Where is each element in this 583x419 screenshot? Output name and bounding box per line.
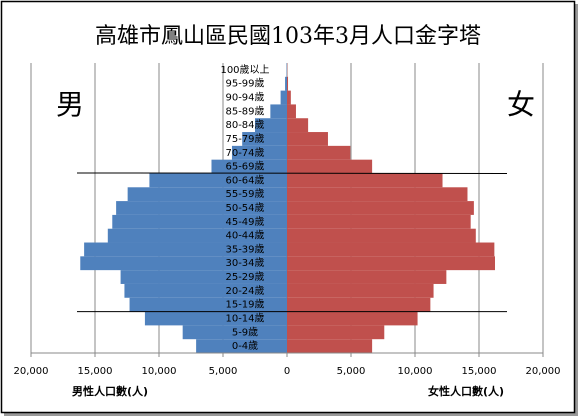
bar bbox=[112, 214, 287, 229]
category-label: 35-39歲 bbox=[225, 242, 264, 255]
x-tick-label: 10,000 bbox=[398, 366, 433, 377]
bar bbox=[280, 90, 287, 105]
bar bbox=[287, 90, 291, 105]
bar bbox=[287, 270, 447, 284]
bar bbox=[182, 325, 287, 340]
bar bbox=[270, 104, 287, 119]
category-label: 60-64歲 bbox=[225, 173, 264, 186]
x-tick-label: 15,000 bbox=[78, 366, 113, 377]
category-label: 30-34歲 bbox=[225, 256, 264, 269]
bar bbox=[287, 242, 495, 257]
bar bbox=[196, 339, 287, 353]
category-label: 55-59歲 bbox=[225, 187, 264, 200]
bar bbox=[287, 339, 373, 353]
bar bbox=[127, 187, 287, 202]
chart-title: 高雄市鳳山區民國103年3月人口金字塔 bbox=[95, 24, 481, 49]
divider-line bbox=[76, 172, 508, 174]
category-label: 70-74歲 bbox=[225, 146, 264, 159]
bar bbox=[287, 214, 471, 229]
category-label: 50-54歲 bbox=[225, 201, 264, 214]
bar bbox=[287, 228, 476, 243]
bar bbox=[287, 173, 443, 188]
bar bbox=[287, 76, 289, 91]
x-tick-label: 5,000 bbox=[337, 366, 366, 377]
category-label: 20-24歲 bbox=[225, 284, 264, 297]
bar bbox=[120, 270, 287, 284]
category-label: 65-69歲 bbox=[225, 160, 264, 173]
bar bbox=[231, 145, 287, 160]
bar bbox=[287, 201, 474, 215]
bar bbox=[129, 297, 287, 312]
bar bbox=[211, 159, 287, 174]
bar bbox=[149, 173, 287, 188]
bar bbox=[242, 132, 287, 146]
bar bbox=[107, 228, 287, 243]
bar bbox=[287, 297, 431, 312]
left-label: 男 bbox=[56, 88, 84, 121]
bar bbox=[287, 311, 418, 326]
bar bbox=[285, 76, 287, 91]
bar bbox=[287, 256, 495, 271]
bar bbox=[287, 145, 351, 160]
category-label: 80-84歲 bbox=[225, 118, 264, 131]
category-label: 95-99歲 bbox=[225, 77, 264, 90]
category-label: 10-14歲 bbox=[225, 311, 264, 324]
category-label: 5-9歲 bbox=[232, 325, 258, 338]
category-label: 0-4歲 bbox=[232, 339, 258, 352]
x-tick-label: 20,000 bbox=[526, 366, 561, 377]
bar bbox=[287, 187, 468, 202]
category-label: 25-29歲 bbox=[225, 270, 264, 283]
bar bbox=[144, 311, 287, 326]
x-axis-label-left: 男性人口數(人) bbox=[72, 384, 148, 398]
bar bbox=[287, 132, 328, 146]
bar bbox=[287, 325, 385, 340]
bar bbox=[287, 283, 434, 298]
x-tick-label: 15,000 bbox=[462, 366, 497, 377]
category-label: 90-94歲 bbox=[225, 91, 264, 104]
bar bbox=[116, 201, 288, 215]
x-tick-label: 5,000 bbox=[209, 366, 238, 377]
bar bbox=[124, 283, 287, 298]
bar bbox=[84, 242, 288, 257]
bar bbox=[255, 118, 287, 133]
category-label: 15-19歲 bbox=[225, 298, 264, 311]
bar bbox=[287, 104, 296, 119]
category-label: 45-49歲 bbox=[225, 215, 264, 228]
x-tick-label: 10,000 bbox=[142, 366, 177, 377]
bar bbox=[287, 118, 309, 133]
bar bbox=[287, 159, 373, 174]
category-label: 75-79歲 bbox=[225, 132, 264, 145]
category-label: 40-44歲 bbox=[225, 229, 264, 242]
bar bbox=[80, 256, 287, 271]
x-tick-label: 0 bbox=[284, 366, 290, 377]
category-label: 100歲以上 bbox=[220, 63, 269, 76]
x-axis-label-right: 女性人口數(人) bbox=[428, 384, 504, 398]
category-label: 85-89歲 bbox=[225, 104, 264, 117]
x-tick-label: 20,000 bbox=[14, 366, 49, 377]
right-label: 女 bbox=[507, 88, 535, 121]
